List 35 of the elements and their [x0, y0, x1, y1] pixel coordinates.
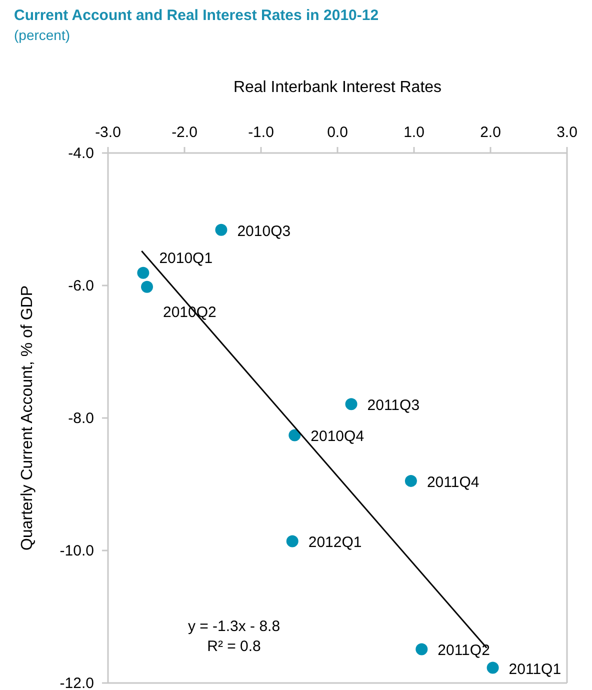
- x-tick-label: 0.0: [327, 124, 348, 141]
- x-tick-label: -3.0: [95, 124, 121, 141]
- x-tick-label: 2.0: [480, 124, 501, 141]
- annotation: 2011Q1: [508, 660, 562, 678]
- annotation: R² = 0.8: [207, 638, 261, 655]
- x-tick-label: -2.0: [172, 124, 198, 141]
- annotation: 2011Q4: [426, 474, 480, 491]
- point: [404, 474, 417, 487]
- point: [286, 535, 298, 548]
- y-axis-title: Quarterly Current Account, % of GDP: [19, 286, 36, 550]
- x-tick-label: 1.0: [404, 124, 424, 141]
- point: [288, 429, 301, 442]
- chart-title: Current Account and Real Interest Rates in 2010-12: [14, 7, 379, 24]
- annotation: 2012Q1: [308, 534, 362, 552]
- annotation: 2010Q4: [310, 428, 364, 446]
- point: [486, 662, 499, 674]
- annotation: y = -1.3x - 8.8: [188, 618, 280, 635]
- annotation: 2011Q2: [438, 642, 490, 660]
- y-tick-label: -6.0: [68, 278, 94, 294]
- x-tick-label: 3.0: [556, 124, 578, 141]
- x-tick-label: -1.0: [248, 124, 274, 141]
- annotation: 2010Q1: [159, 250, 213, 267]
- x-axis-title: Real Interbank Interest Rates: [233, 79, 442, 96]
- point: [215, 224, 228, 236]
- y-tick-label: -8.0: [68, 410, 94, 427]
- chart-subtitle: (percent): [14, 27, 70, 43]
- y-tick-label: -4.0: [68, 145, 94, 162]
- point: [345, 398, 358, 410]
- annotation: 2011Q3: [367, 397, 420, 414]
- annotation: 2010Q3: [237, 222, 291, 240]
- point: [416, 643, 428, 656]
- point: [141, 280, 154, 293]
- y-tick-label: -10.0: [60, 542, 94, 560]
- point: [137, 266, 150, 279]
- y-tick-label: -12.0: [60, 675, 94, 690]
